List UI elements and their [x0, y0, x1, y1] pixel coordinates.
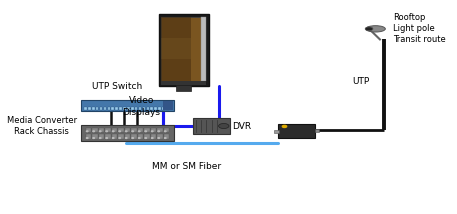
Bar — [118, 134, 123, 139]
Ellipse shape — [366, 26, 385, 32]
Bar — [115, 107, 118, 110]
Bar — [125, 128, 130, 132]
Circle shape — [125, 131, 127, 132]
Bar — [99, 134, 104, 139]
Bar — [112, 107, 114, 110]
Text: UTP Switch: UTP Switch — [92, 82, 143, 91]
Circle shape — [365, 27, 373, 31]
Bar — [163, 101, 173, 110]
Bar — [86, 134, 91, 139]
Circle shape — [119, 131, 121, 132]
Bar — [150, 107, 153, 110]
Circle shape — [86, 131, 88, 132]
Circle shape — [158, 131, 159, 132]
Bar — [80, 125, 174, 141]
Text: Media Converter
Rack Chassis: Media Converter Rack Chassis — [6, 116, 77, 136]
Bar — [157, 128, 163, 132]
Circle shape — [151, 131, 153, 132]
Bar — [143, 107, 145, 110]
Bar — [132, 128, 137, 132]
Bar — [315, 129, 319, 132]
Bar — [86, 128, 91, 132]
Bar — [176, 85, 191, 91]
Circle shape — [282, 125, 287, 128]
Bar — [144, 128, 149, 132]
Bar — [161, 59, 191, 81]
Circle shape — [218, 123, 229, 129]
Bar — [96, 107, 98, 110]
Text: Rooftop
Light pole
Transit route: Rooftop Light pole Transit route — [393, 13, 446, 45]
Bar — [104, 107, 106, 110]
Bar — [161, 81, 207, 85]
Bar — [131, 107, 133, 110]
Bar — [107, 107, 110, 110]
Bar — [161, 17, 201, 81]
Bar — [139, 107, 141, 110]
Bar — [112, 134, 117, 139]
Bar — [151, 128, 156, 132]
Bar — [119, 107, 122, 110]
Bar — [159, 14, 208, 86]
Bar — [193, 117, 230, 134]
Bar — [88, 107, 90, 110]
Bar — [84, 107, 87, 110]
Bar — [100, 107, 102, 110]
Bar — [274, 130, 279, 133]
Circle shape — [99, 131, 101, 132]
Bar — [154, 107, 157, 110]
Circle shape — [112, 131, 114, 132]
Bar — [125, 134, 130, 139]
Circle shape — [165, 131, 166, 132]
Bar — [161, 38, 191, 59]
Bar — [161, 17, 191, 38]
Bar — [157, 134, 163, 139]
Bar — [144, 134, 149, 139]
Bar — [201, 17, 207, 81]
Circle shape — [145, 131, 147, 132]
Bar — [135, 107, 138, 110]
Bar — [164, 128, 169, 132]
Bar — [132, 134, 137, 139]
Bar — [112, 128, 117, 132]
Circle shape — [93, 131, 95, 132]
Bar — [106, 134, 111, 139]
Bar — [127, 107, 130, 110]
Bar — [92, 134, 97, 139]
Bar — [138, 128, 143, 132]
Text: DVR: DVR — [233, 122, 251, 131]
Text: Video
Displays: Video Displays — [122, 97, 160, 117]
Bar — [147, 107, 149, 110]
Bar — [92, 107, 95, 110]
Bar — [162, 107, 165, 110]
Circle shape — [106, 131, 107, 132]
Bar — [164, 134, 169, 139]
Bar — [151, 134, 156, 139]
Circle shape — [132, 131, 133, 132]
Text: MM or SM Fiber: MM or SM Fiber — [152, 162, 222, 171]
Bar — [278, 124, 315, 138]
Bar — [92, 128, 97, 132]
Bar — [118, 128, 123, 132]
Bar — [138, 134, 143, 139]
Circle shape — [138, 131, 140, 132]
Bar — [106, 128, 111, 132]
Bar — [158, 107, 161, 110]
Bar — [166, 107, 169, 110]
Bar — [123, 107, 126, 110]
Bar — [99, 128, 104, 132]
Text: UTP: UTP — [352, 77, 369, 86]
Bar — [80, 100, 174, 111]
